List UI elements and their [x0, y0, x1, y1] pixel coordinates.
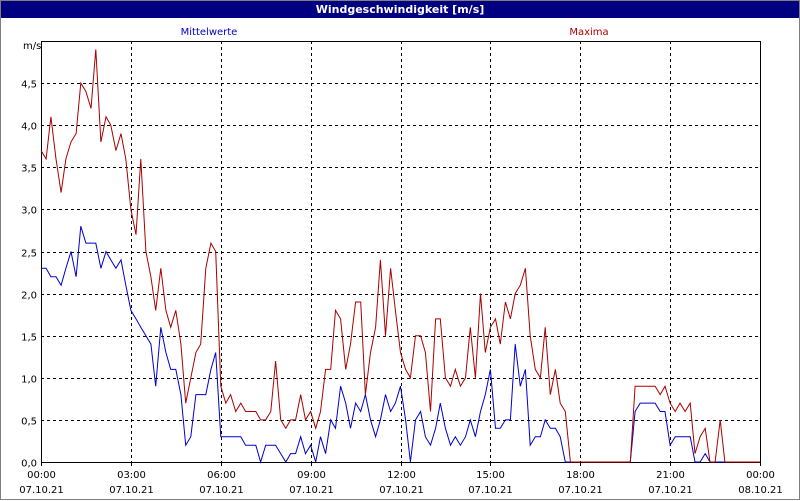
x-tick-time: 12:00	[387, 470, 416, 481]
y-tick-label: 4,5	[21, 80, 37, 91]
x-tick-date: 07.10.21	[19, 485, 64, 496]
y-axis-label: m/s	[23, 41, 41, 52]
x-tick-date: 07.10.21	[468, 485, 513, 496]
x-tick-date: 08.10.21	[738, 485, 783, 496]
legend-mittelwerte: Mittelwerte	[181, 27, 238, 38]
series-line-mittelwerte	[41, 226, 760, 464]
y-tick-label: 2,5	[21, 249, 37, 260]
x-tick-date: 07.10.21	[558, 485, 603, 496]
y-tick-label: 2,0	[21, 291, 37, 302]
x-tick-date: 07.10.21	[648, 485, 693, 496]
y-tick-label: 0,0	[21, 459, 37, 470]
x-tick-time: 09:00	[297, 470, 326, 481]
x-tick-time: 21:00	[656, 470, 685, 481]
x-tick-time: 15:00	[476, 470, 505, 481]
x-tick-date: 07.10.21	[379, 485, 424, 496]
y-tick-label: 0,5	[21, 417, 37, 428]
x-tick-time: 18:00	[566, 470, 595, 481]
y-tick-label: 1,0	[21, 375, 37, 386]
window-title: Windgeschwindigkeit [m/s]	[1, 1, 799, 18]
x-tick-time: 06:00	[207, 470, 236, 481]
x-tick-date: 07.10.21	[199, 485, 244, 496]
y-tick-label: 3,0	[21, 206, 37, 217]
legend-maxima: Maxima	[569, 27, 608, 38]
y-tick-label: 4,0	[21, 122, 37, 133]
y-tick-label: 3,5	[21, 164, 37, 175]
y-axis-ticks: 0,0 0,5 1,0 1,5 2,0 2,5 3,0 3,5 4,0 4,5	[21, 80, 37, 470]
x-axis-ticks: 00:00 07.10.21 03:00 07.10.21 06:00 07.10.21 0…	[19, 462, 783, 496]
y-tick-label: 1,5	[21, 333, 37, 344]
x-tick-time: 00:00	[27, 470, 56, 481]
series-line-maxima	[40, 49, 760, 463]
x-tick-time: 03:00	[117, 470, 146, 481]
x-tick-time: 00:00	[746, 470, 775, 481]
series-lines	[40, 49, 760, 464]
x-tick-date: 07.10.21	[289, 485, 334, 496]
grid	[41, 41, 760, 463]
x-tick-date: 07.10.21	[109, 485, 154, 496]
